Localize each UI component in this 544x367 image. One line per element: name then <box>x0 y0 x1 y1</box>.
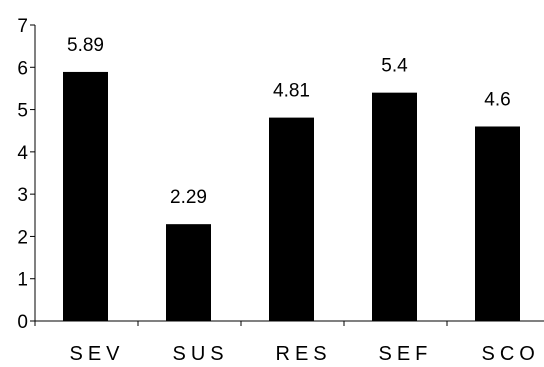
bar-sef <box>372 93 417 321</box>
data-label-res: 4.81 <box>273 81 310 102</box>
y-tick-label: 1 <box>17 270 28 291</box>
y-axis: 0 1 2 3 4 5 6 7 <box>17 16 35 333</box>
category-label-sus: SUS <box>173 343 229 365</box>
y-tick-label: 3 <box>17 185 28 206</box>
bar-sco <box>475 126 520 321</box>
bars <box>63 72 520 321</box>
category-label-sev: SEV <box>70 343 125 365</box>
y-tick-label: 4 <box>17 143 28 164</box>
data-label-sef: 5.4 <box>381 56 408 77</box>
category-label-sco: SCO <box>482 343 540 365</box>
bar-res <box>269 118 314 321</box>
category-label-sef: SEF <box>379 343 433 365</box>
category-label-res: RES <box>276 343 332 365</box>
data-label-sco: 4.6 <box>484 89 510 110</box>
data-label-sev: 5.89 <box>67 35 104 56</box>
bar-sev <box>63 72 108 321</box>
data-label-sus: 2.29 <box>170 187 207 208</box>
y-tick-label: 6 <box>17 58 28 79</box>
y-tick-label: 0 <box>17 312 28 333</box>
category-labels: SEV SUS RES SEF SCO <box>70 343 540 365</box>
y-tick-label: 2 <box>17 227 28 248</box>
y-tick-label: 7 <box>17 16 28 37</box>
bar-sus <box>166 224 211 321</box>
x-axis <box>35 321 544 326</box>
y-tick-label: 5 <box>17 101 28 122</box>
